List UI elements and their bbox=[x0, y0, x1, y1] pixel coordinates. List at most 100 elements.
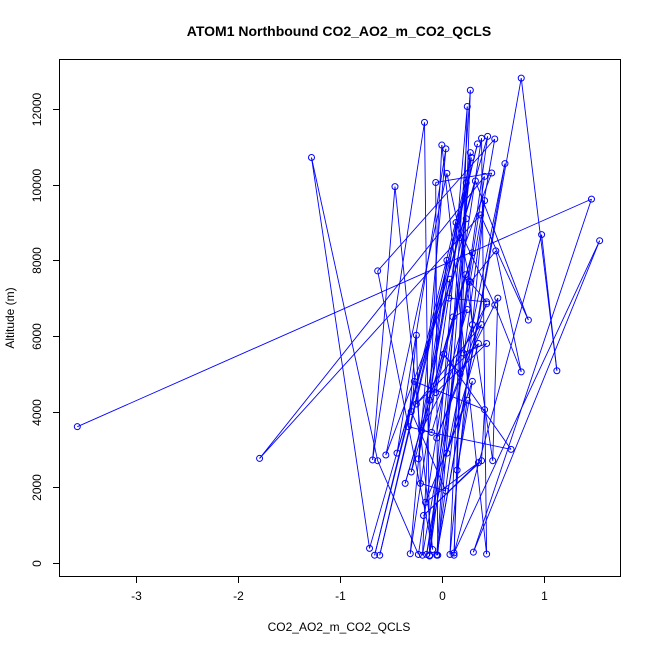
data-point bbox=[468, 377, 476, 385]
data-point bbox=[446, 550, 454, 558]
data-point bbox=[453, 466, 461, 474]
series-segment bbox=[416, 324, 482, 405]
series-segment bbox=[410, 381, 415, 412]
data-point bbox=[483, 298, 491, 306]
data-point bbox=[596, 237, 604, 245]
data-point bbox=[538, 231, 546, 239]
data-point bbox=[423, 550, 431, 558]
series-segment bbox=[259, 214, 481, 459]
series-segment bbox=[436, 163, 506, 556]
series-segment bbox=[404, 274, 466, 484]
data-point bbox=[466, 86, 474, 94]
data-point bbox=[478, 134, 486, 142]
series-segment bbox=[464, 274, 494, 461]
series-segment bbox=[435, 343, 487, 393]
series-segment bbox=[377, 270, 434, 550]
data-point bbox=[410, 377, 418, 385]
series-segment bbox=[417, 260, 448, 459]
data-point bbox=[481, 197, 489, 205]
data-point bbox=[491, 301, 499, 309]
x-tick-label: -2 bbox=[233, 589, 244, 603]
series-segment bbox=[372, 186, 396, 460]
series-segment bbox=[492, 298, 499, 461]
data-point bbox=[452, 219, 460, 227]
series-segment bbox=[480, 214, 529, 321]
data-point bbox=[474, 340, 482, 348]
data-point bbox=[462, 179, 470, 187]
y-tick-label: 6000 bbox=[30, 323, 44, 350]
series-segment bbox=[462, 324, 473, 354]
data-point bbox=[414, 550, 422, 558]
series-segment bbox=[472, 240, 601, 553]
data-point bbox=[374, 457, 382, 465]
data-point bbox=[462, 215, 470, 223]
data-point bbox=[463, 305, 471, 313]
data-point bbox=[382, 451, 390, 459]
data-point bbox=[426, 396, 434, 404]
data-point bbox=[473, 140, 481, 148]
series-segment bbox=[407, 335, 417, 427]
data-point bbox=[256, 454, 264, 462]
data-point bbox=[553, 367, 561, 375]
data-point bbox=[417, 426, 425, 434]
data-point bbox=[401, 479, 409, 487]
data-point bbox=[393, 449, 401, 457]
data-point bbox=[463, 102, 471, 110]
series-segment bbox=[446, 381, 473, 454]
series-segment bbox=[463, 343, 487, 354]
y-tick-label: 10000 bbox=[30, 168, 44, 202]
series-segment bbox=[409, 148, 447, 554]
data-point bbox=[414, 455, 422, 463]
data-point bbox=[376, 551, 384, 559]
data-point bbox=[433, 434, 441, 442]
series-segment bbox=[311, 157, 379, 461]
data-point bbox=[517, 74, 525, 82]
data-point bbox=[456, 234, 464, 242]
data-point bbox=[463, 396, 471, 404]
data-point bbox=[450, 549, 458, 557]
series-points bbox=[73, 74, 604, 560]
data-point bbox=[494, 294, 502, 302]
series-segment bbox=[410, 411, 447, 492]
data-point bbox=[483, 550, 491, 558]
data-point bbox=[481, 172, 489, 180]
data-point bbox=[445, 294, 453, 302]
data-point bbox=[478, 457, 486, 465]
data-point bbox=[468, 321, 476, 329]
series-segment bbox=[453, 240, 601, 554]
series-segment bbox=[311, 157, 370, 549]
plot-box bbox=[59, 59, 621, 577]
data-point bbox=[461, 271, 469, 279]
data-point bbox=[466, 149, 474, 157]
x-tick-label: 1 bbox=[541, 589, 548, 603]
data-point bbox=[489, 457, 497, 465]
data-point bbox=[477, 211, 485, 219]
data-point bbox=[491, 135, 499, 143]
data-point bbox=[517, 368, 525, 376]
y-axis: 0 2000 4000 6000 8000 10000 12000 bbox=[30, 92, 60, 567]
data-point bbox=[483, 340, 491, 348]
series-segment bbox=[379, 182, 467, 556]
data-point bbox=[456, 370, 464, 378]
series-segment bbox=[436, 324, 482, 439]
data-point bbox=[404, 423, 412, 431]
series-segment bbox=[449, 182, 467, 555]
x-tick-label: -3 bbox=[131, 589, 142, 603]
series-segment bbox=[520, 78, 558, 371]
series-segment bbox=[474, 180, 529, 321]
data-point bbox=[483, 300, 491, 308]
data-point bbox=[391, 183, 399, 191]
data-point bbox=[374, 267, 382, 275]
data-point bbox=[440, 350, 448, 358]
series-segment bbox=[421, 430, 512, 450]
data-point bbox=[507, 445, 515, 453]
data-point bbox=[422, 498, 430, 506]
data-point bbox=[73, 423, 81, 431]
data-point bbox=[488, 169, 496, 177]
series-segment bbox=[416, 343, 479, 405]
data-point bbox=[307, 154, 315, 162]
y-tick-label: 0 bbox=[30, 560, 44, 567]
series-segment bbox=[468, 281, 473, 325]
series-segment bbox=[431, 309, 468, 433]
chart-title: ATOM1 Northbound CO2_AO2_m_CO2_QCLS bbox=[187, 23, 491, 39]
